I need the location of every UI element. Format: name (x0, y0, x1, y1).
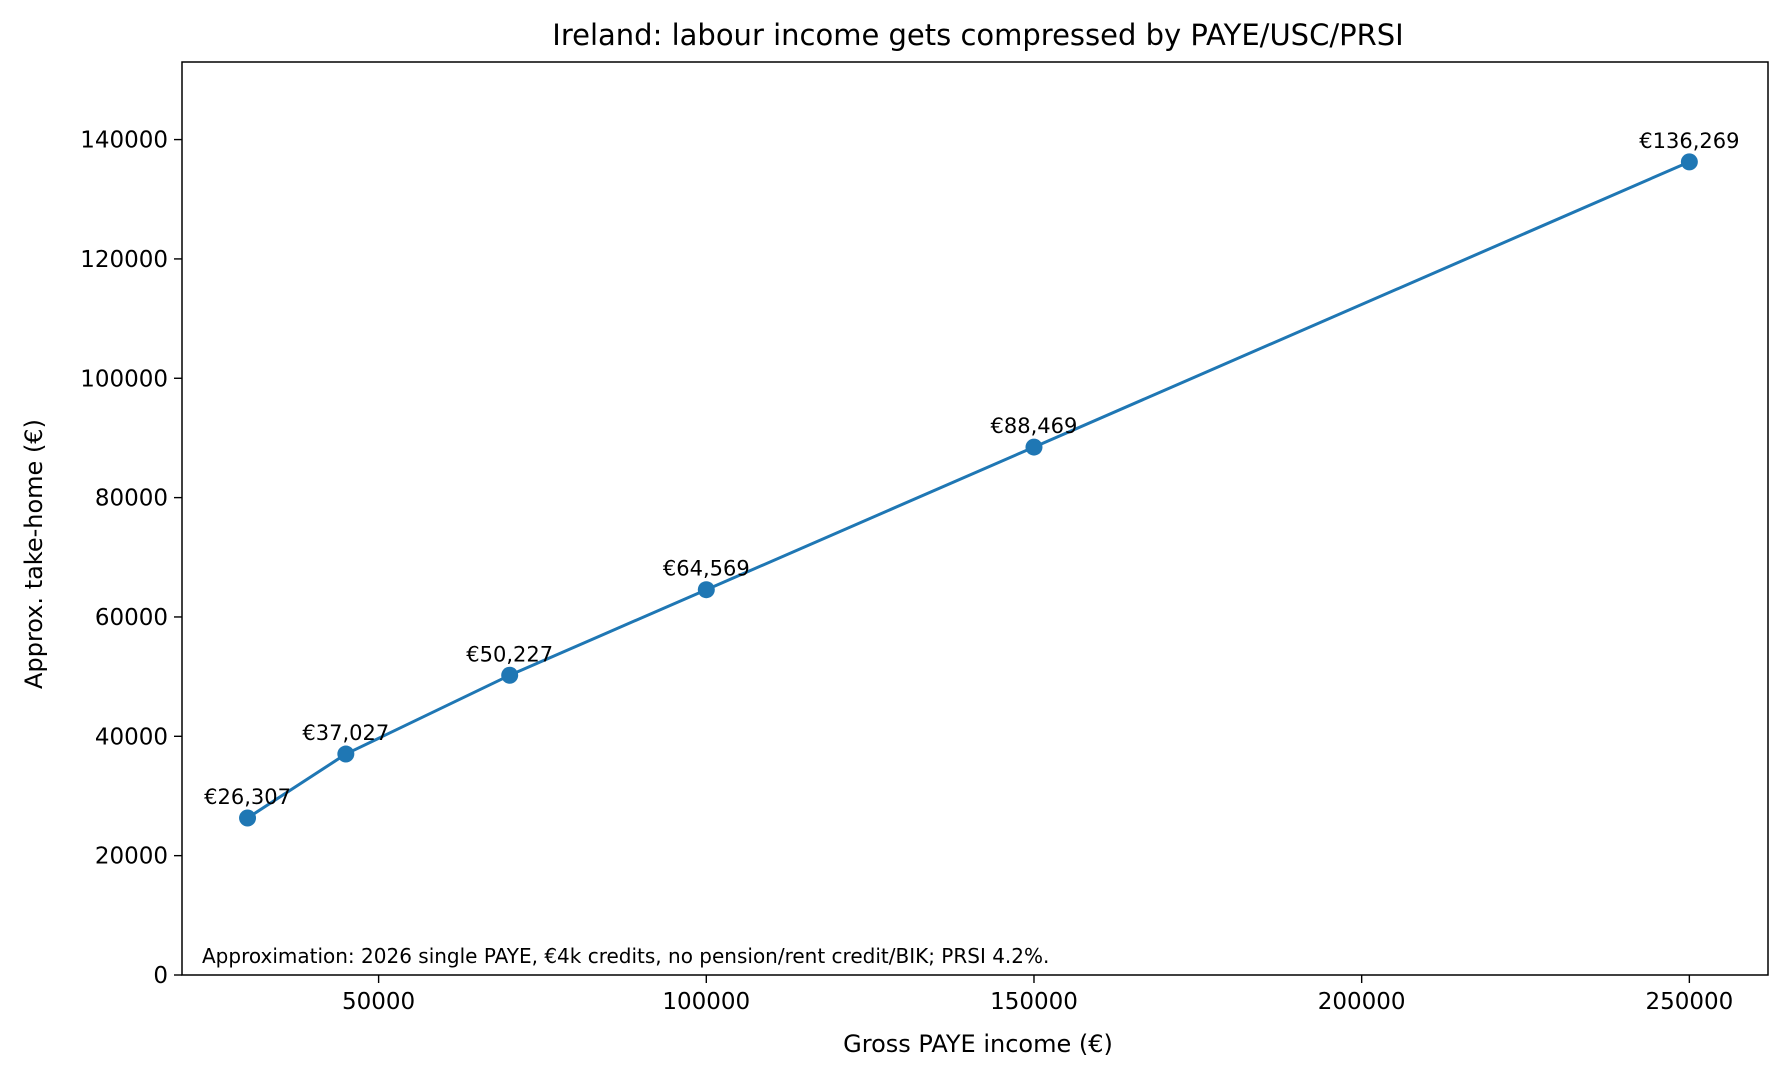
data-label: €64,569 (663, 557, 750, 581)
data-label: €136,269 (1639, 129, 1739, 153)
x-tick-label: 100000 (662, 989, 750, 1015)
x-tick-label: 250000 (1645, 989, 1733, 1015)
y-tick-label: 20000 (95, 844, 168, 870)
data-point (501, 666, 519, 684)
series-line (246, 160, 1690, 820)
y-tick-label: 80000 (95, 486, 168, 512)
data-label: €37,027 (302, 721, 389, 745)
y-axis-label: Approx. take-home (€) (20, 419, 48, 689)
y-tick-label: 140000 (80, 128, 168, 154)
x-tick-label: 50000 (342, 989, 415, 1015)
data-label: €88,469 (991, 414, 1078, 438)
y-tick-label: 60000 (95, 605, 168, 631)
chart-annotation: Approximation: 2026 single PAYE, €4k cre… (202, 944, 1049, 968)
plot-area: 50000 100000 150000 200000 250000 0 20000 40000… (80, 61, 1769, 1015)
y-tick-label: 100000 (80, 366, 168, 392)
data-label: €26,307 (204, 785, 291, 809)
data-point (1025, 438, 1043, 456)
x-tick-label: 200000 (1318, 989, 1406, 1015)
x-tick-label: 150000 (990, 989, 1078, 1015)
data-point (239, 809, 257, 827)
x-axis-label: Gross PAYE income (€) (843, 1030, 1113, 1058)
data-label: €50,227 (466, 642, 553, 666)
data-point (337, 745, 355, 763)
y-tick-label: 0 (153, 963, 168, 989)
data-point (697, 581, 715, 599)
y-tick-label: 40000 (95, 724, 168, 750)
plot-frame (181, 61, 1769, 976)
chart-title: Ireland: labour income gets compressed b… (552, 18, 1403, 52)
data-point (1680, 153, 1698, 171)
y-tick-label: 120000 (80, 247, 168, 273)
